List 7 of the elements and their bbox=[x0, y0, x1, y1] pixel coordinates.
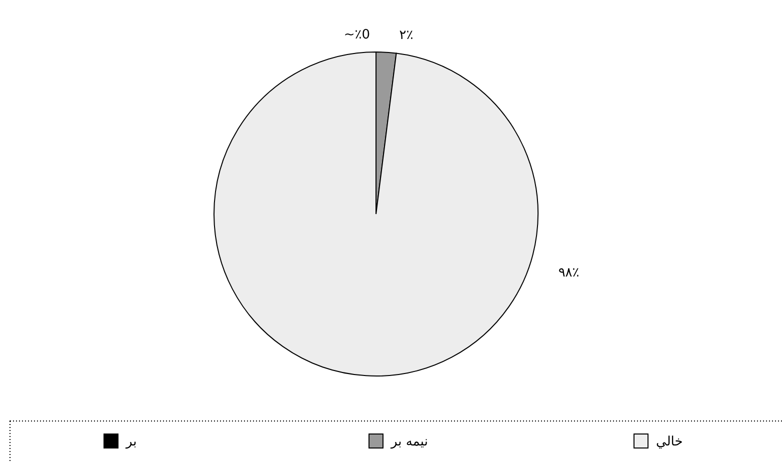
legend-label: بر bbox=[125, 434, 137, 450]
pie-slice bbox=[214, 52, 538, 376]
legend-label: خالي bbox=[656, 434, 683, 450]
data-label: ۹۸٪ bbox=[558, 266, 580, 281]
text: ~٪0 bbox=[344, 28, 370, 43]
legend-label: نیمه بر bbox=[390, 434, 428, 450]
data-label: ۲٪ bbox=[399, 28, 414, 43]
